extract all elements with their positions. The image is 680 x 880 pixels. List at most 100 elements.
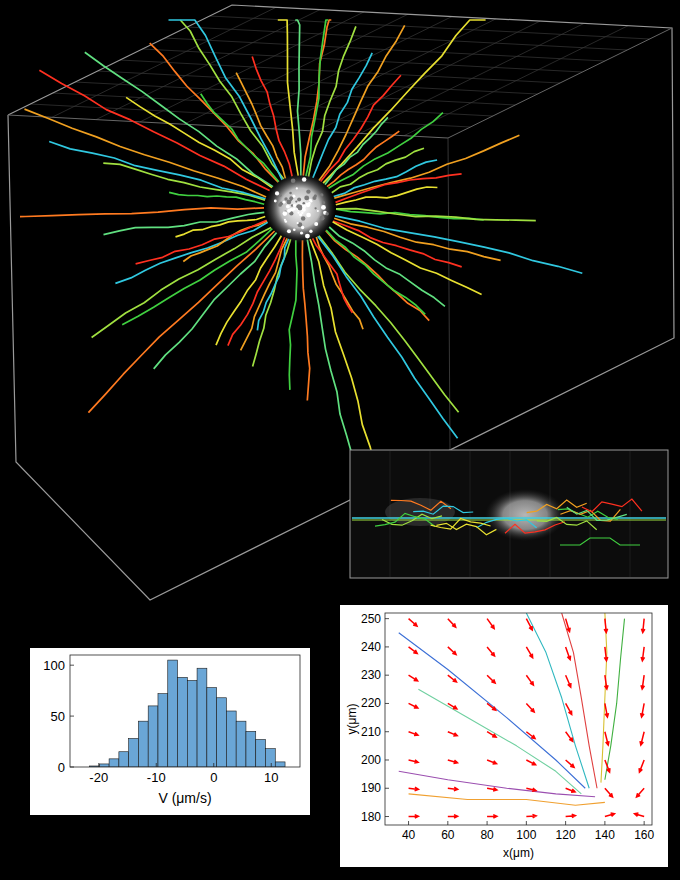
arrow: [487, 788, 497, 791]
arrow: [448, 647, 456, 655]
spheroid-cell: [306, 189, 310, 193]
arrow: [641, 647, 644, 661]
trajectory: [399, 771, 595, 796]
box-grid: [142, 49, 582, 72]
x-tick-label: 0: [210, 770, 217, 785]
track-3d: [252, 57, 292, 177]
trajectory: [601, 613, 607, 783]
track-3d: [307, 240, 352, 457]
side-view-track: [477, 519, 537, 528]
spheroid-cell: [293, 204, 296, 207]
x-tick: [565, 821, 566, 825]
panel-background: [340, 605, 668, 867]
y-tick-label: 180: [361, 810, 381, 824]
y-tick: [385, 816, 389, 817]
bar: [99, 764, 109, 767]
spheroid-cell: [300, 231, 303, 234]
spheroid-cell: [289, 196, 293, 200]
quiver-panel: 4060801001201401601801902002102202302402…: [340, 605, 668, 867]
arrow: [448, 703, 457, 708]
spheroid-cell: [303, 202, 306, 205]
bar: [168, 660, 178, 767]
side-view-spheroid: [485, 489, 565, 541]
y-tick-label: 250: [361, 612, 381, 626]
track-3d: [49, 142, 265, 199]
arrow: [605, 760, 610, 772]
arrow: [487, 619, 494, 629]
trajectory: [409, 794, 605, 805]
arrow: [566, 647, 571, 660]
x-tick: [526, 821, 527, 825]
arrow: [635, 813, 645, 816]
arrow: [526, 647, 532, 658]
track-3d: [176, 217, 266, 237]
x-tick-label: -20: [89, 770, 108, 785]
y-tick-label: 190: [361, 781, 381, 795]
x-axis-title: V (μm/s): [158, 790, 211, 806]
x-tick: [213, 763, 214, 767]
track-3d: [278, 20, 298, 176]
spheroid-cell: [322, 201, 325, 204]
arrow: [487, 815, 497, 818]
arrow: [448, 675, 457, 682]
spheroid-cell: [306, 235, 309, 238]
box-edge: [8, 28, 672, 138]
trajectory: [399, 633, 586, 788]
x-tick-label: 80: [480, 828, 494, 842]
spheroid: [264, 172, 336, 244]
arrow: [409, 760, 419, 763]
bar: [226, 711, 236, 767]
arrow: [526, 675, 533, 685]
y-tick-label: 230: [361, 668, 381, 682]
track-3d: [335, 216, 582, 273]
spheroid-cell: [291, 178, 296, 183]
x-tick: [98, 763, 99, 767]
spheroid-cell: [286, 200, 291, 205]
track-3d: [321, 75, 401, 181]
track-3d: [319, 236, 459, 413]
bar: [236, 721, 246, 767]
arrow: [566, 703, 572, 714]
spheroid-cell: [304, 195, 309, 200]
spheroid-cell: [301, 226, 304, 229]
spheroid-cell: [295, 200, 297, 202]
track-3d: [329, 113, 443, 189]
box-grid: [404, 26, 628, 136]
spheroid-cell: [287, 229, 291, 233]
spheroid-cell: [296, 187, 298, 189]
track-3d: [150, 43, 279, 182]
track-3d: [302, 240, 309, 400]
arrow: [526, 814, 536, 817]
arrow: [487, 703, 496, 710]
track-3d: [329, 227, 445, 306]
arrow: [566, 760, 574, 767]
arrow: [409, 815, 419, 818]
x-tick: [604, 821, 605, 825]
render-3d: [8, 5, 674, 600]
box-grid: [120, 60, 560, 83]
arrow: [487, 760, 496, 764]
bar: [217, 698, 227, 767]
arrow: [526, 760, 535, 765]
y-axis-title: y(μm): [345, 704, 359, 735]
track-3d: [326, 230, 425, 314]
arrow: [604, 619, 607, 633]
trajectory: [418, 689, 581, 794]
bar: [178, 677, 188, 767]
spheroid-cell: [305, 234, 310, 239]
x-tick: [156, 763, 157, 767]
track-3d: [122, 229, 272, 325]
track-3d: [39, 70, 269, 190]
box-edge: [448, 138, 450, 450]
arrow: [641, 703, 645, 717]
x-tick-label: 160: [634, 828, 654, 842]
spheroid-cell: [306, 213, 311, 218]
track-3d: [236, 73, 285, 179]
arrow: [641, 675, 644, 689]
arrow: [487, 675, 495, 683]
spheroid-cell: [301, 216, 305, 220]
arrow: [566, 814, 576, 817]
y-tick: [385, 703, 389, 704]
arrow: [487, 647, 494, 656]
side-view-track: [431, 519, 491, 530]
